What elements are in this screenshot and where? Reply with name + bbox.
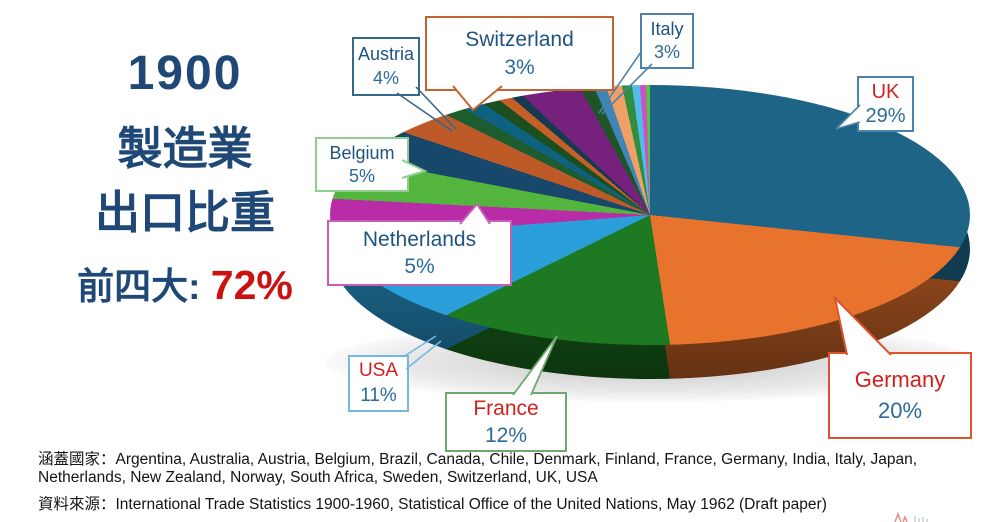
callout-switzerland-value: 3% xyxy=(504,55,535,79)
top4-share: 前四大: 72% xyxy=(40,256,330,310)
coverage-countries-line1: 涵蓋國家：Argentina, Australia, Austria, Belg… xyxy=(38,451,917,468)
callout-switzerland-name: Switzerland xyxy=(465,28,574,52)
callout-italy-name: Italy xyxy=(650,18,684,39)
callout-austria-name: Austria xyxy=(357,44,415,65)
data-source-line: 資料來源：International Trade Statistics 1900… xyxy=(38,496,827,513)
callout-italy-value: 3% xyxy=(653,42,680,62)
callout-france-name: France xyxy=(473,396,539,420)
callout-netherlands-value: 5% xyxy=(404,255,435,278)
callout-usa: USA 11% xyxy=(348,355,409,412)
callout-belgium-value: 5% xyxy=(348,165,375,186)
callout-austria: Austria 4% xyxy=(352,37,420,96)
callout-france-value: 12% xyxy=(484,424,528,447)
callout-france: France 12% xyxy=(445,392,567,452)
callout-belgium: Belgium 5% xyxy=(315,137,409,192)
callout-usa-name: USA xyxy=(358,359,399,381)
chart-title-line1: 製造業 xyxy=(117,123,253,174)
callout-germany-name: Germany xyxy=(854,366,946,392)
top4-share-value: 72% xyxy=(210,262,293,308)
callout-netherlands-name: Netherlands xyxy=(362,227,477,251)
callout-usa-value: 11% xyxy=(360,384,397,406)
callout-uk: UK 29% xyxy=(857,76,914,132)
chart-title-line2: 出口比重 xyxy=(94,187,275,238)
callout-belgium-name: Belgium xyxy=(329,143,395,163)
coverage-countries-line2: Netherlands, New Zealand, Norway, South … xyxy=(38,469,598,486)
top4-share-label: 前四大: xyxy=(77,266,201,307)
partial-watermark xyxy=(894,512,928,522)
chart-year: 1900 xyxy=(127,47,243,100)
callout-switzerland: Switzerland 3% xyxy=(425,16,614,91)
callout-germany-value: 20% xyxy=(877,397,923,423)
callout-uk-name: UK xyxy=(871,81,900,103)
callout-germany: Germany 20% xyxy=(828,352,972,439)
callout-netherlands: Netherlands 5% xyxy=(327,220,512,286)
callout-italy: Italy 3% xyxy=(640,13,694,69)
callout-austria-value: 4% xyxy=(372,67,399,88)
callout-uk-value: 29% xyxy=(865,105,906,127)
